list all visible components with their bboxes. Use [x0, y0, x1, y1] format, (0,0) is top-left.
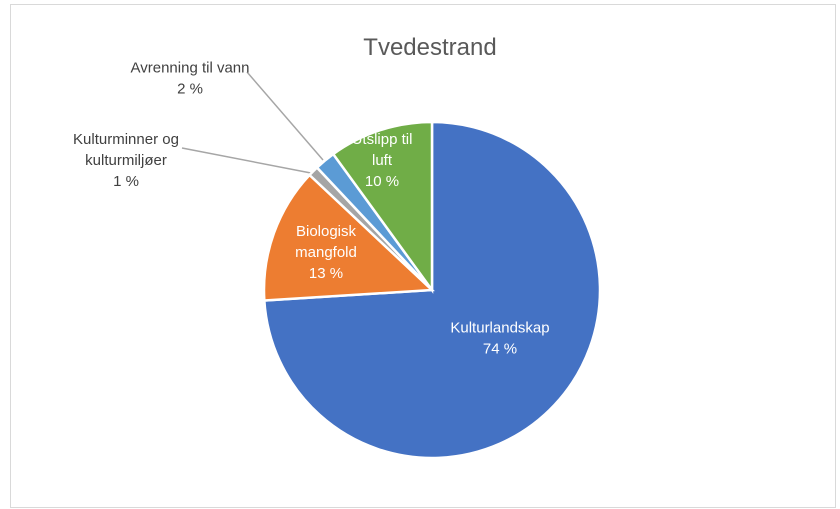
leader-lines: [181, 71, 324, 175]
chart-title: Tvedestrand: [363, 34, 496, 61]
slice-utslipp-til-luft: [331, 120, 434, 294]
data-label-biologisk-mangfold: Biologisk mangfold 13 %: [295, 223, 357, 282]
slice-biologisk-mangfold: [262, 173, 435, 302]
data-label-avrenning-til-vann: Avrenning til vann 2 %: [131, 60, 250, 98]
leader-line-avrenning-til-vann: [246, 71, 324, 161]
data-label-kulturlandskap: Kulturlandskap 74 %: [450, 320, 549, 358]
leader-line-kulturminner-og-kulturmiljoer: [181, 147, 317, 175]
data-labels: Kulturlandskap 74 % Biologisk mangfold 13 % K…: [73, 60, 550, 358]
data-label-kulturminner-og-kulturmiljoer: Kulturminner og kulturmiljøer 1 %: [73, 131, 179, 190]
pie-slices: [262, 120, 602, 460]
data-label-utslipp-til-luft: Utslipp til luft 10 %: [352, 131, 413, 190]
